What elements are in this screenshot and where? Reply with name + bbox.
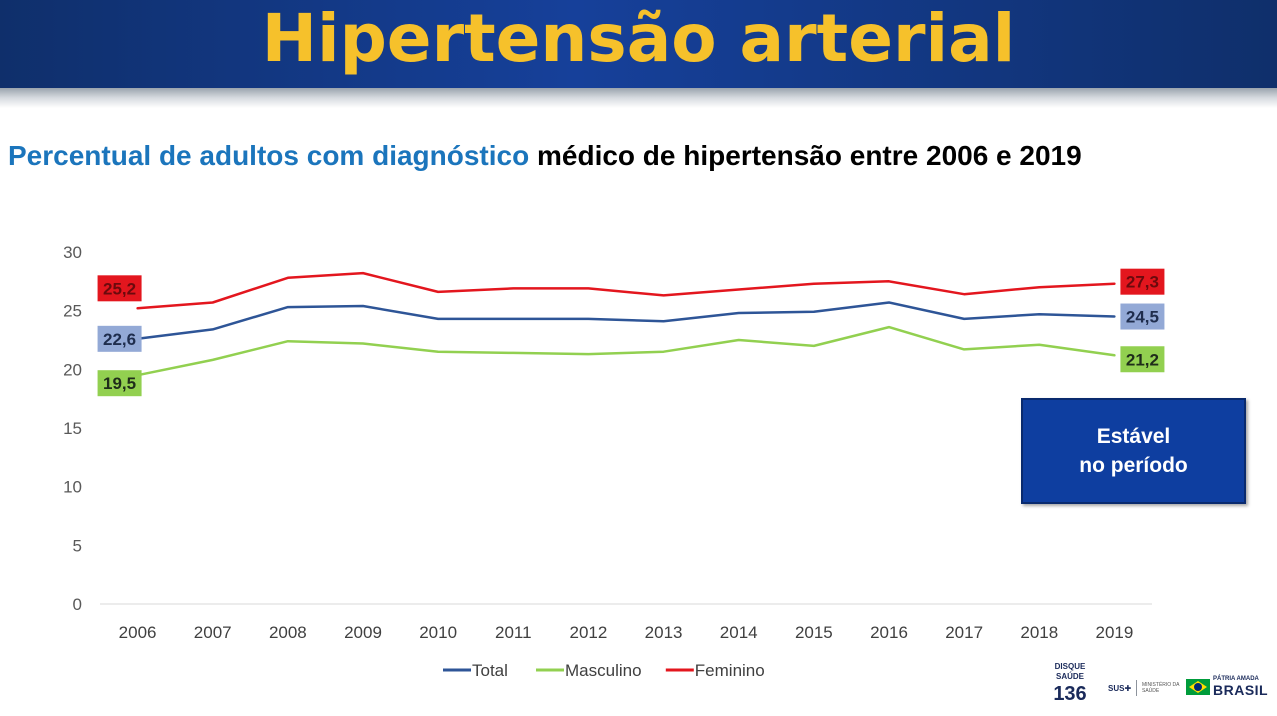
x-tick-label: 2014: [720, 623, 758, 642]
data-label-bg: [1120, 346, 1165, 373]
data-label: 25,2: [103, 279, 136, 298]
line-chart: 0 5 10 15 20 25 30 2006 2007 2008 2009 2010 2011 2012…: [63, 243, 1165, 680]
disque-line-1: DISQUE: [1054, 662, 1086, 671]
status-line-1: Estável: [1096, 425, 1171, 448]
y-tick-label: 15: [63, 419, 82, 438]
y-tick-label: 5: [73, 536, 82, 555]
x-tick-label: 2007: [194, 623, 232, 642]
x-tick-label: 2019: [1096, 623, 1134, 642]
sus-text: SUS: [1108, 684, 1125, 693]
x-tick-label: 2016: [870, 623, 908, 642]
data-label: 27,3: [1126, 273, 1159, 292]
data-label: 19,5: [103, 374, 136, 393]
y-tick-label: 30: [63, 243, 82, 262]
logo-divider: [1136, 680, 1137, 696]
data-label: 24,5: [1126, 308, 1159, 327]
legend-label: Masculino: [565, 661, 642, 680]
x-tick-label: 2011: [495, 623, 532, 642]
subtitle-rest: médico de hipertensão entre 2006 e 2019: [537, 140, 1082, 171]
y-tick-label: 20: [63, 360, 82, 379]
disque-number: 136: [1053, 683, 1087, 705]
series-line-total: [136, 301, 1116, 341]
series-line-feminino: [136, 271, 1116, 310]
data-label-bg: [97, 275, 142, 302]
legend-label: Total: [472, 661, 508, 680]
x-tick-label: 2008: [269, 623, 307, 642]
x-tick-label: 2012: [570, 623, 608, 642]
ministerio-logo: MINISTÉRIO DA SAÚDE: [1142, 682, 1180, 694]
status-box: Estável no período: [1021, 398, 1246, 504]
plus-icon: ✚: [1124, 684, 1132, 693]
footer-logos: DISQUE SAÚDE 136 SUS✚ MINISTÉRIO DA SAÚD…: [1040, 662, 1270, 706]
data-label-bg: [97, 370, 142, 397]
y-tick-label: 25: [63, 302, 82, 321]
page-title: Hipertensão arterial: [261, 0, 1016, 77]
brazil-flag-icon: [1186, 679, 1210, 695]
data-label-bg: [1120, 303, 1165, 330]
x-tick-label: 2013: [645, 623, 683, 642]
series-line-masculino: [136, 325, 1116, 377]
x-tick-label: 2015: [795, 623, 833, 642]
x-tick-label: 2018: [1020, 623, 1058, 642]
status-line-2: no período: [1079, 454, 1188, 477]
patria-text: PÁTRIA AMADA: [1213, 676, 1259, 682]
x-tick-label: 2017: [945, 623, 983, 642]
chart-subtitle: Percentual de adultos com diagnóstico mé…: [8, 140, 1273, 172]
header-banner: [0, 0, 1277, 88]
sus-logo: SUS✚: [1108, 684, 1131, 693]
subtitle-highlight: Percentual de adultos com diagnóstico: [8, 140, 530, 171]
legend-label: Feminino: [695, 661, 765, 680]
x-tick-label: 2009: [344, 623, 382, 642]
x-tick-label: 2010: [419, 623, 457, 642]
disque-line-2: SAÚDE: [1055, 672, 1084, 681]
data-label-bg: [1120, 268, 1165, 295]
y-tick-label: 0: [73, 595, 82, 614]
x-tick-label: 2006: [119, 623, 157, 642]
brasil-text: BRASIL: [1213, 682, 1269, 698]
header-shadow: [0, 88, 1277, 108]
data-label: 22,6: [103, 330, 136, 349]
data-label: 21,2: [1126, 350, 1159, 369]
data-label-bg: [97, 325, 142, 352]
y-tick-label: 10: [63, 478, 82, 497]
brasil-logo: PÁTRIA AMADA BRASIL: [1186, 676, 1270, 704]
disque-saude-logo: DISQUE SAÚDE 136: [1048, 662, 1092, 704]
